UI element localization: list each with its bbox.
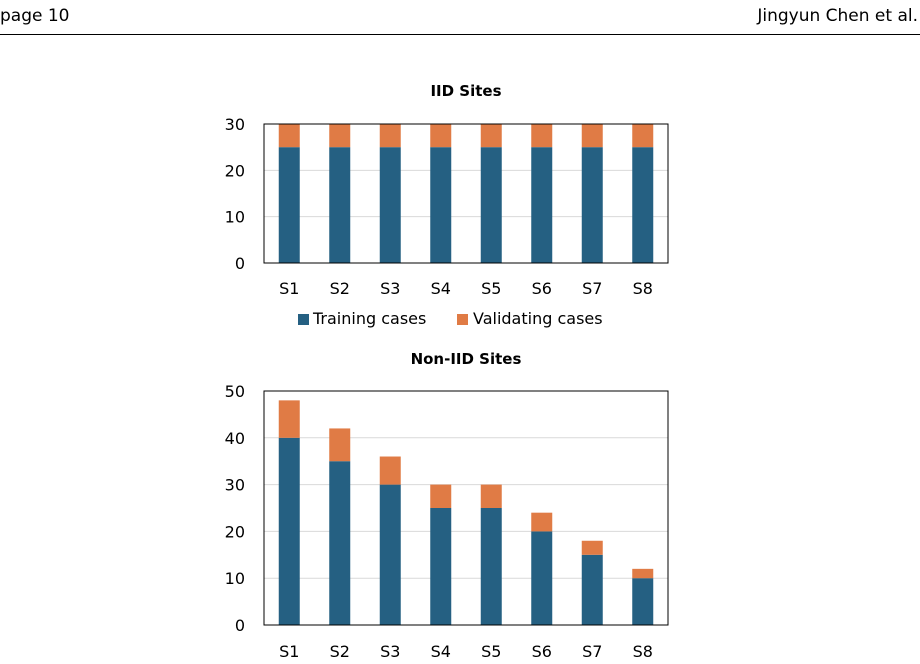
bar-validating <box>329 428 351 462</box>
bar-training <box>329 147 351 263</box>
bar-training <box>581 147 603 263</box>
bar-validating <box>379 456 401 485</box>
legend-swatch-training <box>298 314 309 325</box>
x-tick-label: S7 <box>582 642 602 661</box>
y-tick-label: 30 <box>225 476 245 495</box>
bar-training <box>480 147 502 263</box>
y-tick-label: 10 <box>225 569 245 588</box>
bar-validating <box>480 484 502 508</box>
page-header: page 10 Jingyun Chen et al. <box>0 0 920 35</box>
bar-training <box>581 554 603 625</box>
chart-title: Non-IID Sites <box>411 350 522 368</box>
x-tick-label: S6 <box>532 642 552 661</box>
x-tick-label: S5 <box>481 642 501 661</box>
y-tick-label: 30 <box>225 115 245 134</box>
y-tick-label: 10 <box>225 208 245 227</box>
bar-training <box>379 484 401 625</box>
y-tick-label: 40 <box>225 429 245 448</box>
bar-validating <box>329 124 351 148</box>
bar-validating <box>531 512 553 532</box>
bar-validating <box>632 568 654 579</box>
bar-validating <box>379 124 401 148</box>
bar-training <box>430 508 452 625</box>
legend-swatch-validating <box>457 314 468 325</box>
bar-validating <box>531 124 553 148</box>
y-tick-label: 50 <box>225 382 245 401</box>
bar-training <box>278 437 300 625</box>
y-tick-label: 0 <box>235 254 245 273</box>
bar-training <box>379 147 401 263</box>
y-tick-label: 20 <box>225 522 245 541</box>
bar-validating <box>430 484 452 508</box>
bar-training <box>430 147 452 263</box>
x-tick-label: S2 <box>330 279 350 298</box>
x-tick-label: S4 <box>431 279 451 298</box>
x-tick-label: S3 <box>380 642 400 661</box>
y-tick-label: 20 <box>225 161 245 180</box>
bar-validating <box>278 400 300 438</box>
plot-frame <box>263 123 669 264</box>
x-tick-label: S1 <box>279 279 299 298</box>
bar-training <box>632 578 654 625</box>
chart-title: IID Sites <box>430 82 501 100</box>
x-tick-label: S8 <box>633 279 653 298</box>
x-tick-label: S3 <box>380 279 400 298</box>
bar-validating <box>278 124 300 148</box>
running-authors: Jingyun Chen et al. <box>757 6 918 26</box>
legend-label-validating: Validating cases <box>473 309 603 328</box>
bar-validating <box>581 124 603 148</box>
bar-training <box>632 147 654 263</box>
plot-frame <box>263 390 669 626</box>
bar-training <box>531 147 553 263</box>
y-tick-label: 0 <box>235 616 245 635</box>
x-tick-label: S2 <box>330 642 350 661</box>
bar-training <box>531 531 553 625</box>
x-tick-label: S4 <box>431 642 451 661</box>
x-tick-label: S1 <box>279 642 299 661</box>
page-number: page 10 <box>0 6 70 26</box>
bar-validating <box>581 540 603 555</box>
bar-validating <box>480 124 502 148</box>
bar-training <box>329 461 351 625</box>
bar-training <box>278 147 300 263</box>
x-tick-label: S8 <box>633 642 653 661</box>
bar-validating <box>430 124 452 148</box>
x-tick-label: S7 <box>582 279 602 298</box>
x-tick-label: S6 <box>532 279 552 298</box>
legend-label-training: Training cases <box>312 309 426 328</box>
x-tick-label: S5 <box>481 279 501 298</box>
bar-training <box>480 508 502 625</box>
bar-validating <box>632 124 654 148</box>
